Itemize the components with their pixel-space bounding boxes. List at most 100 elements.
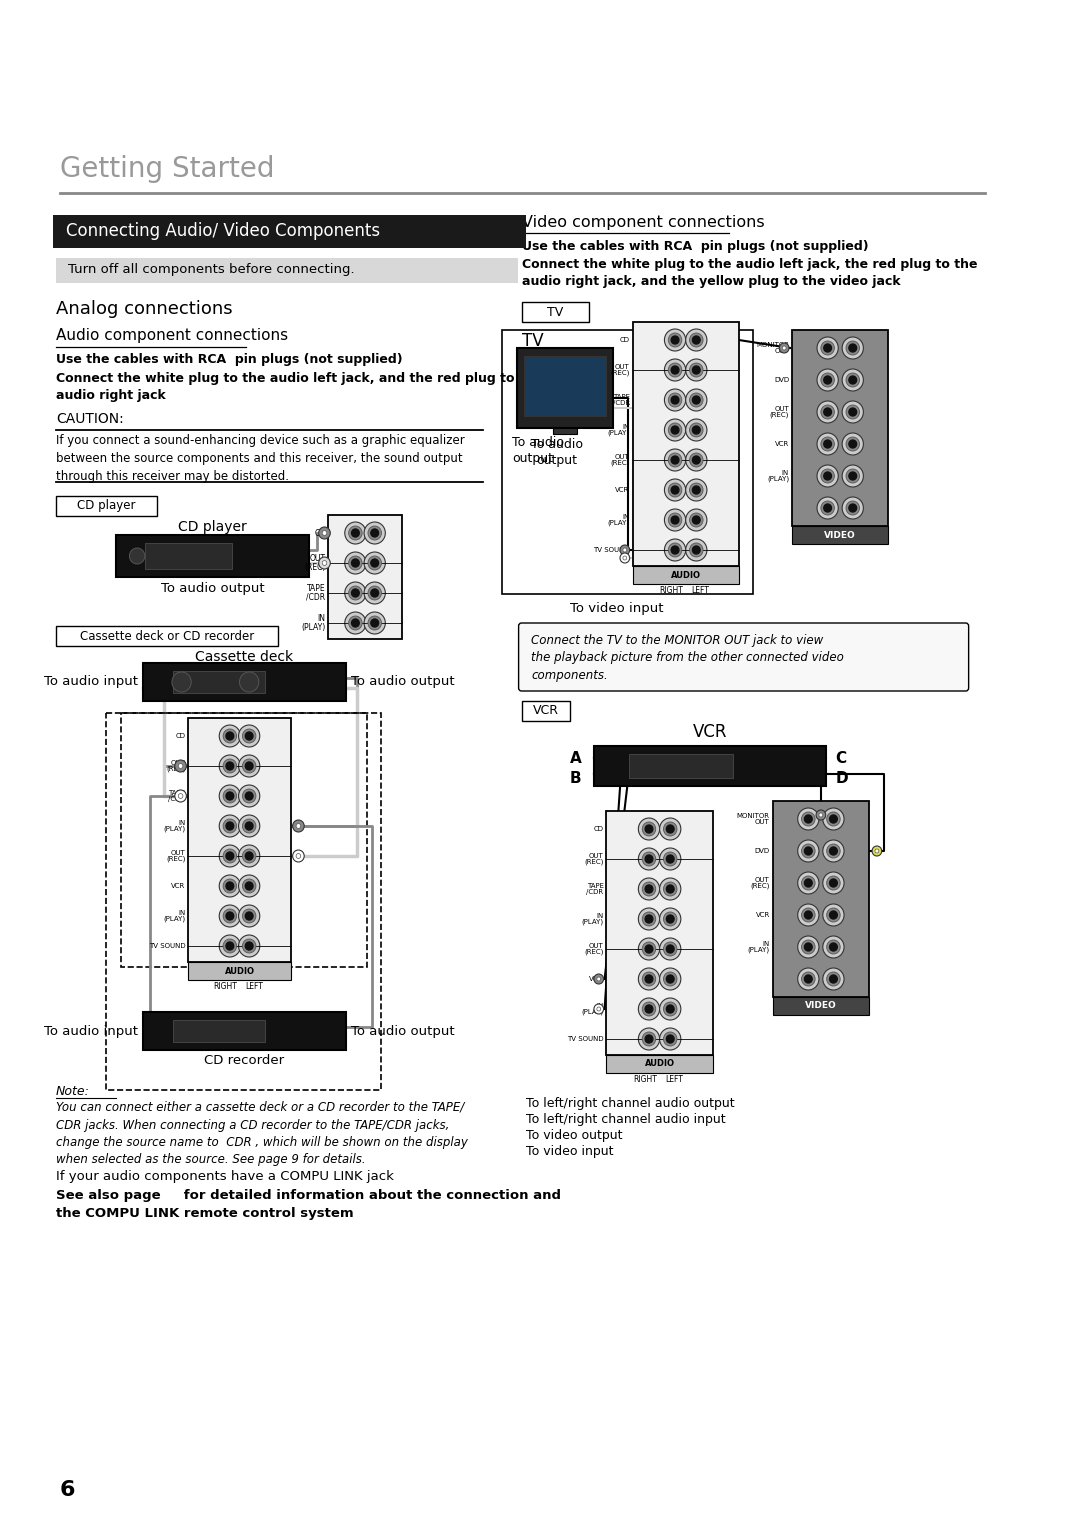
Text: OUT
(REC): OUT (REC) xyxy=(166,850,186,862)
Text: VCR: VCR xyxy=(616,488,630,492)
Circle shape xyxy=(638,818,660,839)
Circle shape xyxy=(368,557,381,570)
Circle shape xyxy=(623,547,626,552)
Text: If your audio components have a COMPU LINK jack: If your audio components have a COMPU LI… xyxy=(56,1170,394,1183)
Circle shape xyxy=(345,552,366,573)
Circle shape xyxy=(823,839,845,862)
Circle shape xyxy=(805,911,812,919)
Circle shape xyxy=(669,453,681,466)
Circle shape xyxy=(242,820,256,833)
Circle shape xyxy=(226,882,233,890)
Text: OUT
(REC): OUT (REC) xyxy=(770,407,789,417)
Circle shape xyxy=(660,998,680,1020)
Circle shape xyxy=(823,968,845,989)
Text: OUT
(REC): OUT (REC) xyxy=(305,555,325,572)
Circle shape xyxy=(826,940,840,954)
Text: Analog connections: Analog connections xyxy=(56,300,232,318)
Circle shape xyxy=(846,405,860,419)
Circle shape xyxy=(664,450,686,471)
Circle shape xyxy=(226,911,233,920)
Circle shape xyxy=(620,553,630,563)
Text: To audio input: To audio input xyxy=(44,676,138,688)
Circle shape xyxy=(872,846,881,856)
Text: DVD: DVD xyxy=(774,378,789,382)
Circle shape xyxy=(645,914,652,924)
Circle shape xyxy=(368,526,381,540)
Text: To left/right channel audio output: To left/right channel audio output xyxy=(526,1096,735,1110)
Circle shape xyxy=(245,732,253,740)
Circle shape xyxy=(664,479,686,502)
Bar xyxy=(522,700,570,722)
Circle shape xyxy=(689,333,703,347)
Bar xyxy=(516,349,613,428)
Circle shape xyxy=(846,373,860,387)
Text: DVD: DVD xyxy=(755,849,770,855)
Text: IN
(PLAY): IN (PLAY) xyxy=(767,469,789,482)
Circle shape xyxy=(821,341,835,355)
Circle shape xyxy=(816,368,838,391)
Circle shape xyxy=(849,376,856,384)
Circle shape xyxy=(293,820,305,832)
Text: Getting Started: Getting Started xyxy=(59,154,274,183)
Text: IN
(PLAY): IN (PLAY) xyxy=(581,1003,604,1015)
Circle shape xyxy=(368,586,381,599)
Circle shape xyxy=(594,1005,604,1014)
Circle shape xyxy=(240,673,259,693)
Circle shape xyxy=(846,437,860,451)
Text: Connect the white plug to the audio left jack, and the red plug to the
audio rig: Connect the white plug to the audio left… xyxy=(56,372,542,402)
Circle shape xyxy=(663,882,677,896)
Text: 6: 6 xyxy=(59,1480,76,1500)
Circle shape xyxy=(594,974,604,985)
Circle shape xyxy=(239,936,260,957)
Circle shape xyxy=(801,876,815,890)
Circle shape xyxy=(224,849,237,862)
Bar xyxy=(607,1055,713,1073)
Circle shape xyxy=(224,729,237,743)
Text: LEFT: LEFT xyxy=(245,982,262,991)
Circle shape xyxy=(638,878,660,901)
Circle shape xyxy=(692,396,700,404)
Circle shape xyxy=(364,552,386,573)
Text: IN
(PLAY): IN (PLAY) xyxy=(608,424,630,436)
Circle shape xyxy=(821,437,835,451)
Circle shape xyxy=(226,823,233,830)
Text: AUDIO: AUDIO xyxy=(645,1060,675,1069)
Text: C: C xyxy=(835,751,847,766)
Circle shape xyxy=(643,882,656,896)
Circle shape xyxy=(351,589,360,596)
Circle shape xyxy=(849,440,856,448)
Circle shape xyxy=(219,905,241,927)
Circle shape xyxy=(638,968,660,989)
Circle shape xyxy=(823,904,845,927)
Circle shape xyxy=(692,427,700,434)
Circle shape xyxy=(242,789,256,803)
Circle shape xyxy=(370,619,379,627)
Circle shape xyxy=(666,976,674,983)
Circle shape xyxy=(686,359,707,381)
Circle shape xyxy=(826,844,840,858)
Bar xyxy=(56,625,279,645)
Circle shape xyxy=(671,396,679,404)
Circle shape xyxy=(829,976,837,983)
Circle shape xyxy=(364,612,386,635)
Circle shape xyxy=(239,846,260,867)
Text: TAPE
/CDR: TAPE /CDR xyxy=(612,394,630,405)
Circle shape xyxy=(597,977,600,982)
Circle shape xyxy=(798,839,819,862)
Circle shape xyxy=(319,528,330,540)
Circle shape xyxy=(669,362,681,378)
Circle shape xyxy=(805,815,812,823)
Circle shape xyxy=(664,329,686,352)
Circle shape xyxy=(842,465,863,488)
Circle shape xyxy=(816,401,838,424)
Text: Cassette deck: Cassette deck xyxy=(195,650,294,664)
Circle shape xyxy=(245,911,253,920)
Bar xyxy=(607,810,713,1055)
Circle shape xyxy=(245,761,253,771)
Text: RIGHT: RIGHT xyxy=(213,982,237,991)
Bar xyxy=(553,428,577,434)
Circle shape xyxy=(829,943,837,951)
Circle shape xyxy=(664,509,686,531)
Text: AUDIO: AUDIO xyxy=(671,570,701,579)
Circle shape xyxy=(671,515,679,524)
